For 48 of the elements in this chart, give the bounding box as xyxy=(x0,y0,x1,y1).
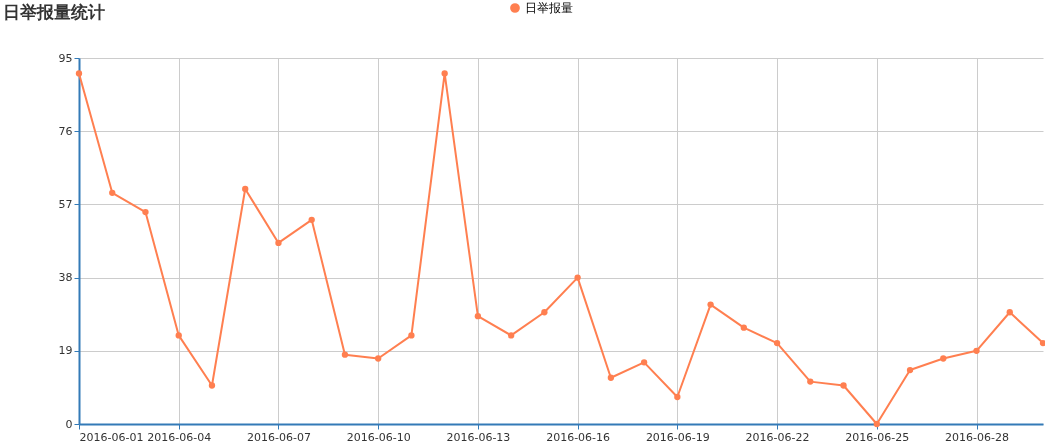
y-tick-label: 38 xyxy=(58,271,73,285)
point xyxy=(375,355,382,362)
y-tick-label: 19 xyxy=(58,344,73,358)
x-tick-label: 2016-06-22 xyxy=(745,430,810,444)
point xyxy=(441,70,448,77)
point xyxy=(75,70,83,77)
point xyxy=(208,382,216,389)
point xyxy=(607,374,615,381)
point xyxy=(973,347,980,354)
legend-label: 日举报量 xyxy=(525,1,573,15)
x-tick-label: 2016-06-04 xyxy=(147,430,212,444)
chart-title: 日举报量统计 xyxy=(3,2,105,22)
point xyxy=(275,239,282,247)
x-tick-label: 2016-06-16 xyxy=(546,430,611,444)
point xyxy=(940,355,947,362)
point xyxy=(707,301,714,308)
y-tick-label: 95 xyxy=(58,51,73,65)
point xyxy=(807,378,814,385)
point xyxy=(640,359,648,366)
point xyxy=(773,339,781,347)
x-tick-label: 2016-06-10 xyxy=(346,430,411,444)
point xyxy=(341,351,349,358)
x-tick-label: 2016-06-25 xyxy=(845,430,910,444)
x-tick-label: 2016-06-28 xyxy=(945,430,1009,444)
point xyxy=(474,312,482,320)
point xyxy=(873,420,880,428)
point xyxy=(175,332,182,339)
point xyxy=(1039,339,1045,347)
x-tick-label: 2016-06-19 xyxy=(645,430,710,444)
point xyxy=(574,274,581,281)
point xyxy=(507,332,515,339)
y-tick-label: 0 xyxy=(65,417,73,431)
x-tick-label: 2016-06-01 xyxy=(79,430,144,444)
point xyxy=(408,332,415,339)
point xyxy=(308,216,315,223)
x-tick-label: 2016-06-07 xyxy=(246,430,311,444)
y-tick-label: 57 xyxy=(58,197,73,211)
point xyxy=(242,185,249,193)
y-tick-label: 76 xyxy=(58,124,73,138)
point xyxy=(541,309,548,316)
x-tick-label: 2016-06-13 xyxy=(446,430,511,444)
point xyxy=(906,366,914,374)
point xyxy=(674,393,681,401)
point xyxy=(142,208,149,216)
point xyxy=(740,324,747,331)
point xyxy=(840,382,847,389)
point xyxy=(109,189,116,196)
point xyxy=(1006,309,1013,316)
